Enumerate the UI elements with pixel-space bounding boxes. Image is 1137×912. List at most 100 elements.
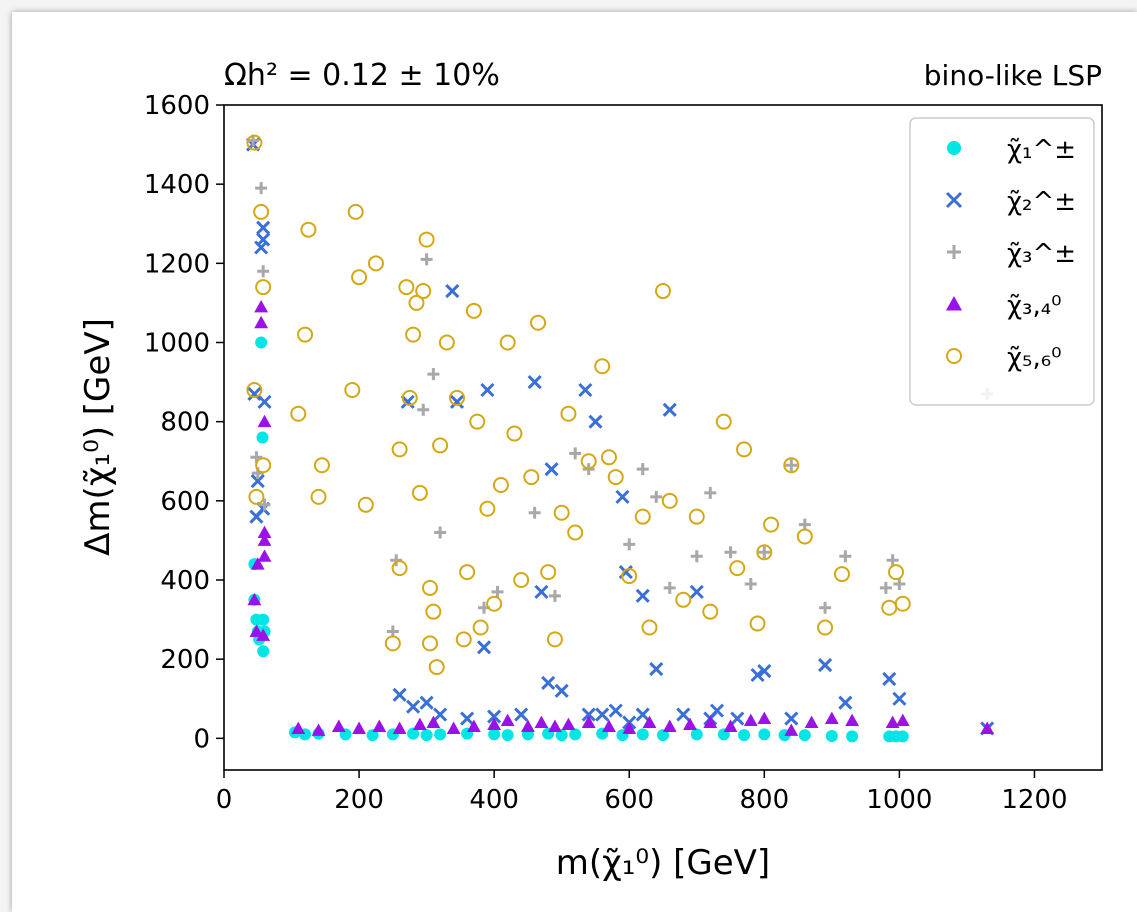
scatter-chart: 0 200 400 600 800 1000 1200 0 200 400 600 800 1000 12… [78,58,1103,883]
data-point [459,564,476,581]
data-point [455,631,472,648]
data-point [757,711,772,725]
data-point [724,546,737,559]
data-point [569,728,582,741]
data-point [492,477,509,493]
data-point [527,375,542,390]
data-point [256,220,271,235]
data-point [417,403,430,416]
data-point [845,713,860,727]
data-point [818,658,833,673]
data-point [300,221,317,238]
data-point [763,516,780,533]
data-point [466,719,481,732]
x-tick-label: 200 [334,785,384,815]
data-point [758,546,771,559]
data-point [662,402,677,417]
data-point [846,730,859,743]
legend-label: χ̃₃^± [1007,239,1076,269]
data-point [392,687,407,702]
data-point [428,659,445,676]
data-point [514,707,529,722]
data-point [247,592,262,606]
data-point [879,581,892,594]
data-point [817,619,834,636]
data-point [750,667,765,683]
data-point [331,719,346,732]
data-point [291,721,306,734]
data-point [255,279,272,296]
data-point [472,619,489,636]
data-point [622,721,637,734]
data-point [785,459,798,472]
data-point [257,549,272,562]
data-point [676,707,691,722]
data-point [253,203,270,220]
x-tick-label: 600 [604,785,654,815]
data-point [476,640,492,655]
y-tick-label: 400 [160,566,210,596]
data-point [366,729,379,742]
data-point [690,728,703,741]
data-point [715,413,732,430]
data-point [434,526,447,539]
data-point [310,488,327,505]
data-point [523,469,540,486]
data-point [297,326,314,343]
data-point [635,707,650,722]
data-point [819,601,832,614]
data-point [313,457,330,474]
data-point [352,721,366,734]
data-point [438,334,455,351]
data-point [500,713,515,727]
data-point [581,707,596,722]
data-point [980,721,995,734]
data-point [736,441,753,458]
series-2 [245,137,995,736]
plot-frame [223,104,1103,771]
data-point [796,528,813,545]
legend-box [909,117,1095,406]
data-point [246,382,263,398]
data-point [554,683,569,698]
data-point [784,723,799,736]
data-point [540,564,557,581]
data-point [560,405,577,422]
data-point [479,500,496,517]
data-point [256,232,271,247]
data-point [689,584,704,599]
data-point [634,508,651,525]
data-point [255,336,268,349]
data-point [412,717,427,730]
data-point [427,368,440,381]
data-point [418,231,435,248]
data-point [704,486,717,499]
y-tick-label: 1600 [144,91,210,121]
data-point [729,560,746,577]
data-point [405,326,422,343]
data-point [594,358,611,375]
data-point [833,566,850,583]
data-point [888,564,905,581]
legend-label: χ̃₅,₆⁰ [1007,343,1062,373]
data-point [607,469,624,486]
data-point [580,453,597,470]
data-point [642,715,657,729]
data-point [886,554,899,567]
data-point [569,447,582,460]
x-axis-label: m(χ̃₁⁰) [GeV] [556,843,770,883]
data-point [432,437,449,454]
data-point [703,715,718,729]
data-point [425,603,442,620]
legend-label: χ̃₁^± [1007,135,1076,165]
data-point [663,581,676,594]
data-point [426,715,441,729]
data-point [655,283,671,300]
data-point [420,729,433,742]
data-point [804,715,819,729]
data-points [245,134,995,743]
data-point [581,715,596,729]
data-point [528,506,541,519]
data-point [248,488,265,505]
data-point [546,631,563,648]
